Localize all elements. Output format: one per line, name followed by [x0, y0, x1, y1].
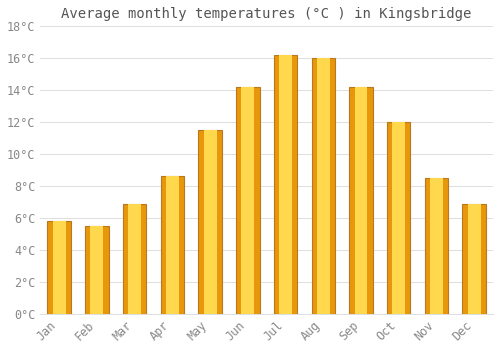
Bar — [123, 204, 146, 314]
Bar — [430, 178, 443, 314]
Bar — [166, 176, 179, 314]
Bar — [90, 226, 104, 314]
Bar — [279, 55, 292, 314]
Bar — [350, 87, 372, 314]
Bar — [52, 221, 66, 314]
Bar — [85, 226, 108, 314]
Title: Average monthly temperatures (°C ) in Kingsbridge: Average monthly temperatures (°C ) in Ki… — [62, 7, 472, 21]
Bar — [468, 204, 480, 314]
Bar — [236, 87, 260, 314]
Bar — [312, 58, 335, 314]
Bar — [387, 122, 410, 314]
Bar — [204, 130, 216, 314]
Bar — [425, 178, 448, 314]
Bar — [462, 204, 486, 314]
Bar — [317, 58, 330, 314]
Bar — [242, 87, 254, 314]
Bar — [354, 87, 368, 314]
Bar — [392, 122, 405, 314]
Bar — [160, 176, 184, 314]
Bar — [128, 204, 141, 314]
Bar — [274, 55, 297, 314]
Bar — [48, 221, 71, 314]
Bar — [198, 130, 222, 314]
